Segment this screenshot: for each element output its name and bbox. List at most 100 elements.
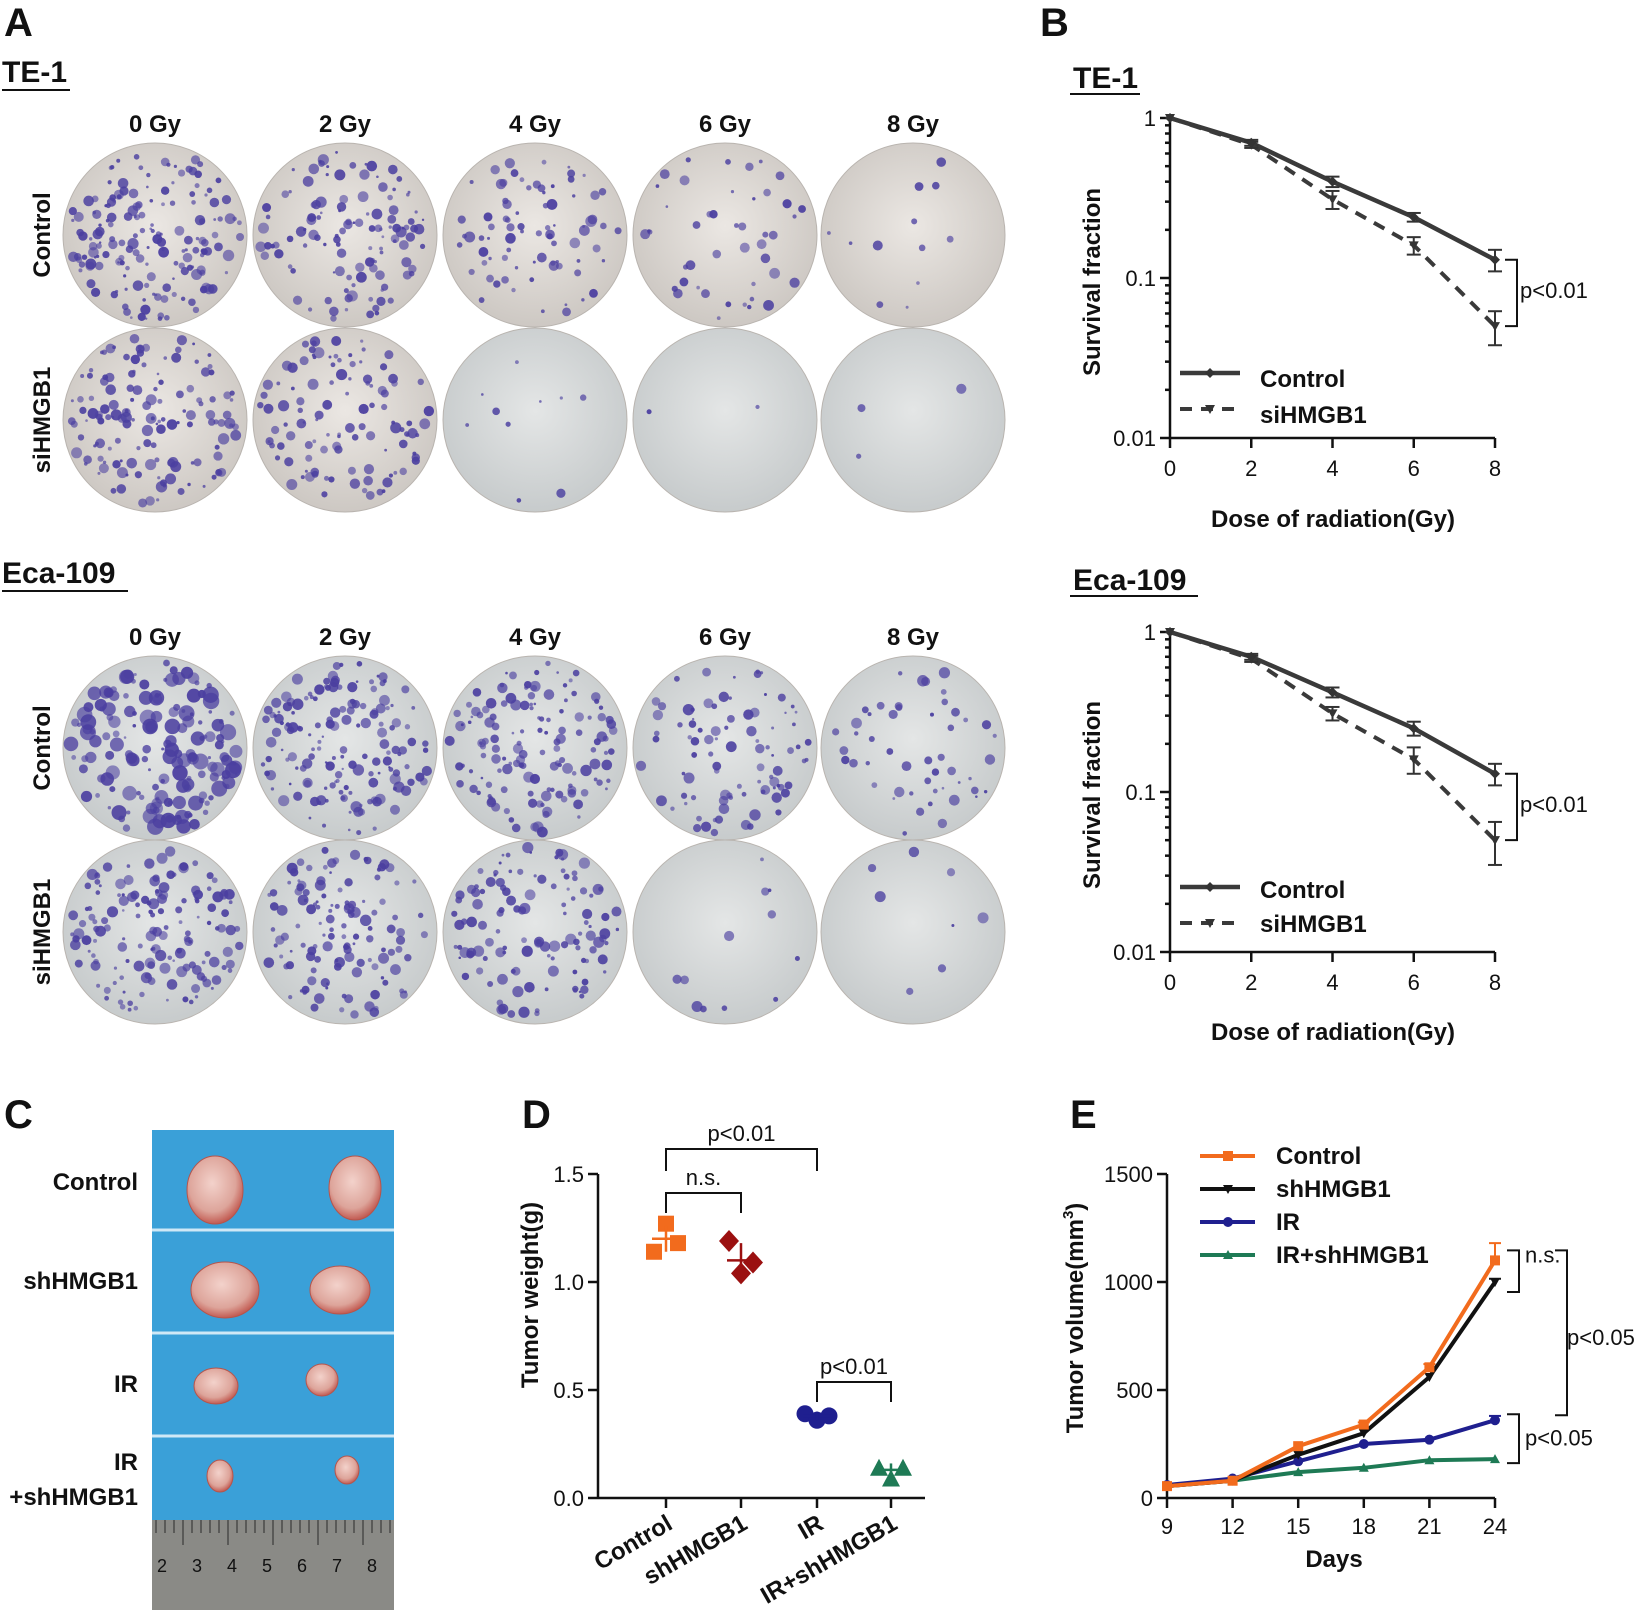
colony-dot — [578, 857, 590, 869]
colony-dot — [152, 783, 159, 791]
colony-dot — [381, 403, 388, 411]
colony-dot — [120, 411, 132, 423]
colony-dot — [848, 241, 853, 245]
colony-dot — [177, 169, 186, 177]
dose-label: 8 Gy — [887, 624, 940, 651]
colony-dot — [184, 248, 188, 252]
colony-dot — [81, 254, 88, 260]
y-tick-label: 0.01 — [1113, 940, 1156, 965]
colony-dot — [154, 293, 158, 297]
data-point — [1490, 1415, 1500, 1426]
colony-dot — [496, 909, 504, 917]
y-tick-label: 1 — [1144, 620, 1156, 645]
colony-dot — [651, 697, 661, 706]
series-line-IR — [1166, 1418, 1496, 1487]
colony-dot — [559, 709, 564, 714]
colony-dot — [297, 879, 301, 883]
colony-dot — [529, 706, 534, 711]
colony-dot — [368, 246, 373, 251]
colony-dot — [126, 864, 131, 868]
colony-dot — [263, 957, 275, 968]
colony-dot — [351, 434, 359, 441]
colony-dot — [562, 763, 573, 774]
colony-dot — [121, 909, 125, 912]
data-point — [1293, 1441, 1304, 1452]
colony-dot — [340, 794, 348, 802]
colony-dot — [349, 849, 361, 860]
colony-dot — [390, 234, 400, 243]
colony-dot — [315, 196, 327, 208]
colony-dot — [208, 284, 218, 294]
colony-dot — [160, 295, 169, 303]
colony-dot — [126, 457, 138, 469]
colony-dot — [331, 336, 342, 347]
colony-dot — [711, 703, 718, 710]
plate-dish — [820, 655, 1006, 841]
colony-dot — [319, 211, 323, 215]
x-tick-label: 2 — [1245, 456, 1257, 481]
series-line-siHMGB1 — [1169, 116, 1497, 328]
colony-dot — [506, 247, 512, 253]
colony-dot — [527, 692, 536, 700]
colony-dot — [70, 932, 75, 937]
colony-dot — [263, 403, 274, 414]
colony-dot — [572, 969, 578, 975]
colony-dot — [145, 262, 149, 266]
colony-dot — [144, 858, 155, 869]
tumor — [193, 1367, 239, 1405]
colony-dot — [313, 347, 325, 359]
colony-plate — [252, 839, 438, 1025]
colony-dot — [132, 369, 136, 374]
colony-dot — [313, 993, 325, 1004]
legend-marker — [1223, 1151, 1233, 1161]
colony-dot — [145, 413, 157, 424]
colony-dot — [419, 243, 426, 249]
dose-label: 0 Gy — [129, 111, 182, 138]
colony-dot — [478, 247, 489, 257]
colony-dot — [200, 367, 211, 377]
colony-dot — [175, 346, 182, 354]
colony-dot — [756, 763, 765, 772]
colony-dot — [194, 214, 206, 226]
colony-dot — [700, 821, 712, 832]
colony-dot — [349, 161, 357, 169]
colony-dot — [94, 878, 101, 885]
colony-dot — [526, 185, 532, 191]
colony-dot — [324, 475, 330, 481]
colony-dot — [472, 945, 485, 957]
bracket-p005-a-label: p<0.05 — [1567, 1325, 1635, 1350]
bracket-p005-b-label: p<0.05 — [1525, 1426, 1593, 1451]
series-line-Control — [1169, 115, 1497, 262]
colony-dot — [550, 184, 555, 189]
colony-dot — [145, 496, 155, 506]
colony-dot — [119, 459, 123, 463]
colony-dot — [615, 927, 620, 932]
colony-dot — [379, 680, 386, 687]
colony-dot — [173, 260, 179, 266]
colony-dot — [924, 756, 933, 765]
colony-dot — [229, 398, 234, 402]
colony-dot — [712, 761, 722, 771]
colony-dot — [116, 158, 121, 163]
colony-dot — [456, 780, 464, 788]
colony-dot — [749, 707, 760, 718]
colony-dot — [348, 353, 353, 358]
colony-dot — [202, 484, 206, 488]
colony-dot — [143, 439, 152, 448]
colony-dot — [927, 801, 933, 807]
colony-dot — [547, 965, 559, 977]
data-point — [1490, 322, 1500, 332]
colony-dot — [614, 227, 622, 235]
colony-dot — [947, 724, 955, 732]
colony-dot — [362, 899, 366, 903]
colony-dot — [336, 248, 347, 258]
colony-dot — [724, 725, 729, 730]
colony-dot — [513, 759, 521, 768]
colony-dot — [341, 934, 347, 940]
legend-marker — [1205, 882, 1215, 892]
colony-dot — [138, 211, 146, 219]
colony-dot — [795, 744, 801, 750]
colony-dot — [369, 383, 374, 388]
data-point — [1490, 1454, 1500, 1464]
colony-dot — [564, 303, 568, 307]
